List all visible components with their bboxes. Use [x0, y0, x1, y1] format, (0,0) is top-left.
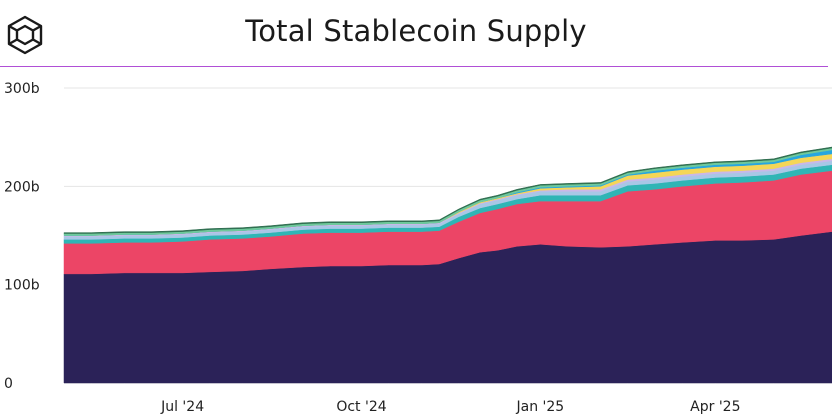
cube-logo-icon: [4, 14, 46, 56]
y-tick-label: 300b: [4, 81, 40, 97]
x-tick-label: Oct '24: [336, 399, 386, 415]
x-tick-label: Apr '25: [690, 399, 740, 415]
stack-area-series-9: [63, 146, 832, 234]
y-tick-label: 100b: [4, 278, 40, 294]
title-divider: [0, 66, 828, 67]
y-tick-label: 200b: [4, 179, 40, 195]
y-tick-label: 0: [4, 376, 13, 392]
x-tick-label: Jul '24: [160, 399, 204, 415]
chart-title: Total Stablecoin Supply: [245, 14, 587, 48]
x-tick-label: Jan '25: [516, 399, 565, 415]
